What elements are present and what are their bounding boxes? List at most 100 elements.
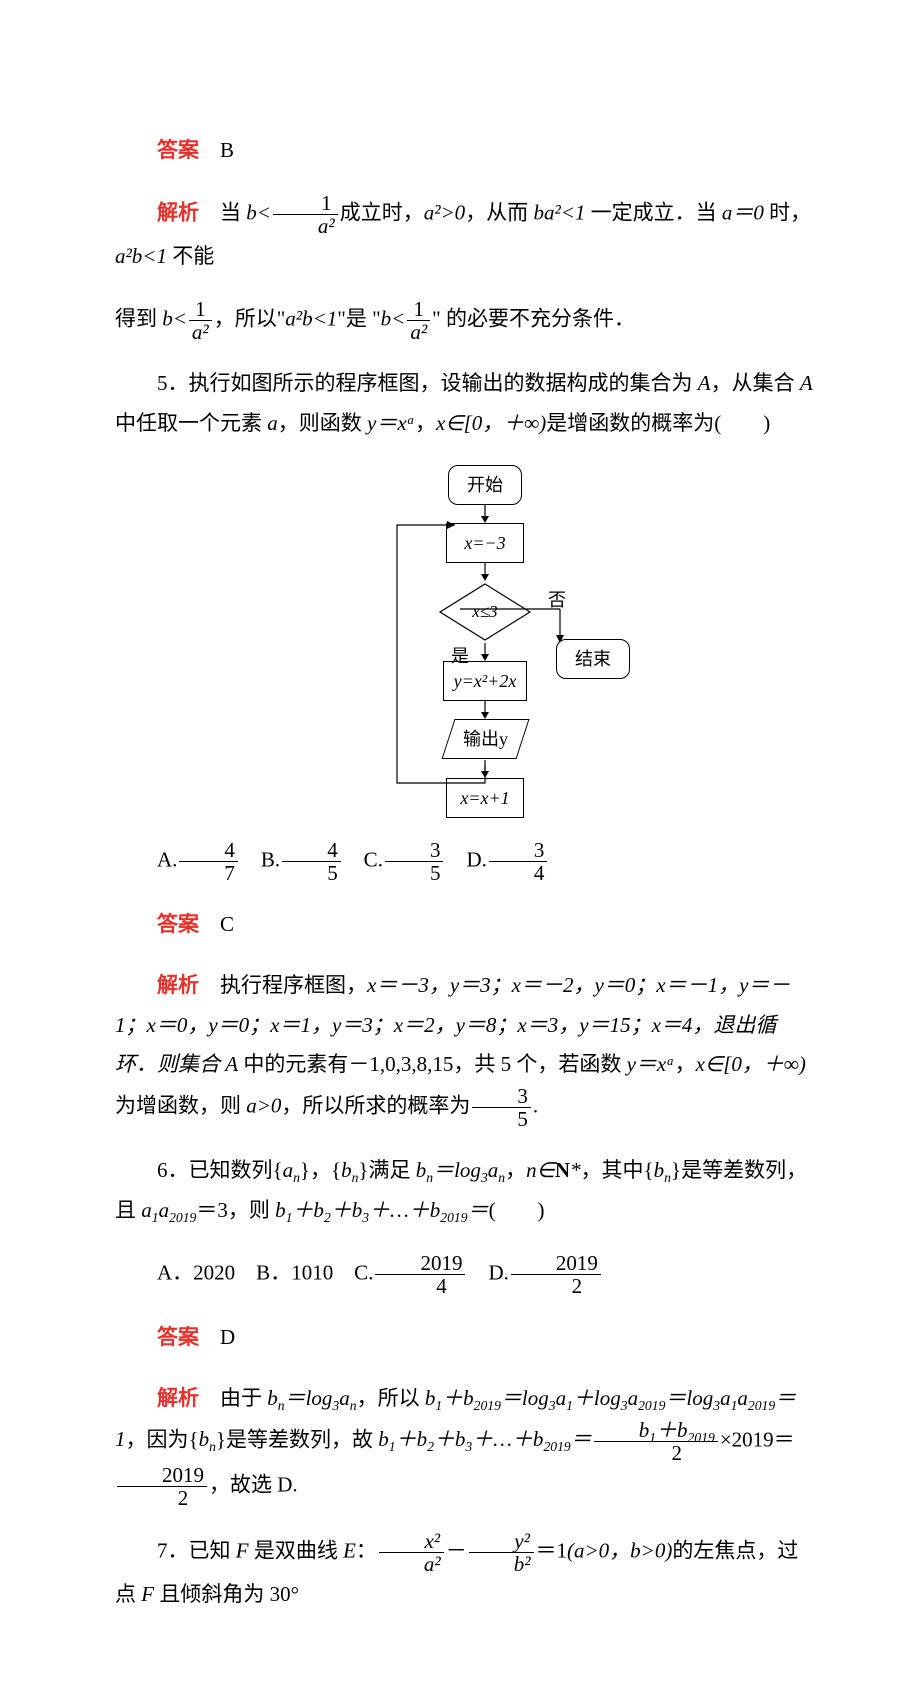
text: 成立时， xyxy=(340,200,424,224)
flowchart-yes-label: 是 xyxy=(451,639,469,673)
text: 不能 xyxy=(167,244,214,268)
numerator: 2019 xyxy=(375,1252,465,1274)
numerator: 2019 xyxy=(117,1464,207,1486)
numerator: 3 xyxy=(385,839,444,861)
arrow-down-icon xyxy=(479,760,491,778)
denominator: 2 xyxy=(511,1274,601,1297)
math: b< xyxy=(162,306,187,330)
flowchart-cond-text: x≤3 xyxy=(471,602,497,621)
math: ＝1 xyxy=(536,1539,568,1563)
math: A xyxy=(225,1052,238,1076)
math: y＝xᵃ xyxy=(627,1052,675,1076)
math: a1a2019 xyxy=(141,1198,196,1222)
denominator: a² xyxy=(407,320,430,343)
text: ，其中{ xyxy=(581,1158,654,1182)
denominator: 7 xyxy=(179,861,238,884)
text: }满足 xyxy=(358,1158,415,1182)
q4-explanation-line2: 得到 b<1a²，所以"a²b<1"是 "b<1a²" 的必要不充分条件． xyxy=(115,298,815,343)
fraction: y²b² xyxy=(469,1530,534,1575)
math: a²>0 xyxy=(424,200,465,224)
denominator: 4 xyxy=(375,1274,465,1297)
text: ，所以" xyxy=(214,306,286,330)
math: a²b<1 xyxy=(115,244,167,268)
math: A xyxy=(698,371,711,395)
denominator: 4 xyxy=(489,861,548,884)
minus: － xyxy=(446,1539,467,1563)
q7-stem: 7．已知 F 是双曲线 E：x²a²－y²b²＝1(a>0，b>0)的左焦点，过… xyxy=(115,1530,815,1615)
text: }是等差数列，故 xyxy=(216,1427,378,1451)
q5-explanation: 解析 执行程序框图，x＝－3，y＝3；x＝－2，y＝0；x＝－1，y＝－1；x＝… xyxy=(115,966,815,1131)
arrow-down-icon xyxy=(479,563,491,581)
option-a: 2020 xyxy=(193,1261,235,1285)
flowchart-no-label: 否 xyxy=(548,583,566,617)
option-d: 20192 xyxy=(511,1252,601,1297)
text: 执行程序框图， xyxy=(220,973,367,997)
q5-flowchart: 开始 x=−3 x≤3 否 结束 是 xyxy=(115,465,815,818)
text: 时， xyxy=(764,200,811,224)
math: bn＝log3an xyxy=(267,1386,356,1410)
text: 由于 xyxy=(220,1386,267,1410)
text: 5．执行如图所示的程序框图，设输出的数据构成的集合为 xyxy=(157,371,698,395)
q6-answer-line: 答案 D xyxy=(115,1318,815,1358)
math: bn xyxy=(341,1158,358,1182)
option-c: 35 xyxy=(385,839,444,884)
text: ，则函数 xyxy=(278,411,367,435)
text: 一定成立．当 xyxy=(585,200,722,224)
text: 且倾斜角为 30° xyxy=(154,1582,299,1606)
option-d: 34 xyxy=(489,839,548,884)
fraction: x²a² xyxy=(379,1530,444,1575)
fraction: 1a² xyxy=(407,298,430,343)
denominator: 5 xyxy=(472,1107,531,1130)
denominator: b² xyxy=(469,1552,534,1575)
fraction: b1＋b20192 xyxy=(594,1419,718,1464)
denominator: 5 xyxy=(385,861,444,884)
numerator: 4 xyxy=(179,839,238,861)
numerator: 1 xyxy=(273,192,338,214)
text: 为增函数，则 xyxy=(115,1094,246,1118)
text: ， xyxy=(675,1052,696,1076)
math: a＝0 xyxy=(722,200,764,224)
text: 是双曲线 xyxy=(249,1539,344,1563)
numerator: 3 xyxy=(489,839,548,861)
math: F xyxy=(141,1582,154,1606)
flowchart-output-text: 输出y xyxy=(463,722,508,756)
text: ，从而 xyxy=(465,200,533,224)
explain-label: 解析 xyxy=(157,973,199,997)
arrow-down-icon xyxy=(479,505,491,523)
text: ( ) xyxy=(489,1198,545,1222)
numerator: 4 xyxy=(282,839,341,861)
math: b1＋b2＋b3＋…＋b2019＝ xyxy=(275,1198,488,1222)
math: b< xyxy=(246,200,271,224)
q4-answer-line: 答案 B xyxy=(115,131,815,171)
option-a: 47 xyxy=(179,839,238,884)
flowchart-end: 结束 xyxy=(556,639,630,679)
text: }，{ xyxy=(300,1158,341,1182)
q5-answer-line: 答案 C xyxy=(115,905,815,945)
fraction: 35 xyxy=(472,1085,531,1130)
denominator: a² xyxy=(273,214,338,237)
math: bn xyxy=(654,1158,671,1182)
flowchart-output: 输出y xyxy=(441,719,529,759)
q6-stem: 6．已知数列{an}，{bn}满足 bn＝log3an，n∈N*，其中{bn}是… xyxy=(115,1151,815,1231)
q5-stem: 5．执行如图所示的程序框图，设输出的数据构成的集合为 A，从集合 A 中任取一个… xyxy=(115,364,815,444)
math: A xyxy=(800,371,813,395)
flowchart-step2: x=x+1 xyxy=(446,778,524,818)
math: x∈[0，＋∞) xyxy=(696,1052,806,1076)
math: ba²<1 xyxy=(533,200,585,224)
math: a>0 xyxy=(246,1094,281,1118)
text: ，故选 D. xyxy=(209,1473,298,1497)
denominator: 2 xyxy=(117,1486,207,1509)
flowchart-decision: x≤3 否 结束 xyxy=(370,581,600,643)
math: an xyxy=(283,1158,300,1182)
text: 当 xyxy=(220,200,246,224)
math: y＝xᵃ xyxy=(367,411,415,435)
option-b: 1010 xyxy=(291,1261,333,1285)
denominator: a² xyxy=(379,1552,444,1575)
q5-options: A.47 B.45 C.35 D.34 xyxy=(115,839,815,884)
q6-options: A．2020 B．1010 C.20194 D.20192 xyxy=(115,1252,815,1297)
math: x∈[0，＋∞) xyxy=(436,411,546,435)
text: 中任取一个元素 xyxy=(115,411,267,435)
denominator: 5 xyxy=(282,861,341,884)
document-page: 答案 B 解析 当 b<1a²成立时，a²>0，从而 ba²<1 一定成立．当 … xyxy=(0,0,920,1696)
numerator: 2019 xyxy=(511,1252,601,1274)
